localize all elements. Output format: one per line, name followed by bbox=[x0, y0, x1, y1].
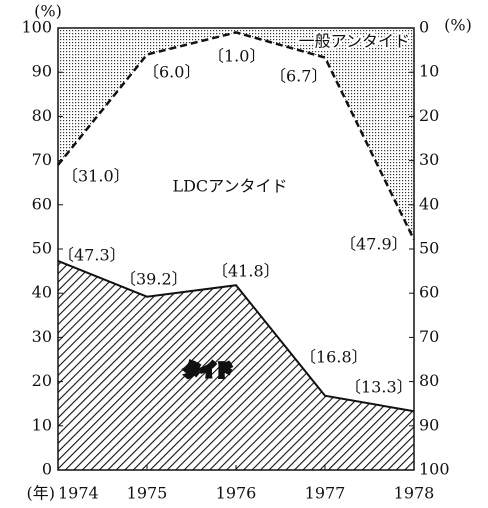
y2-tick-label: 70 bbox=[419, 327, 439, 346]
value-label: 〔6.0〕 bbox=[143, 63, 200, 82]
y2-tick-label: 40 bbox=[419, 194, 439, 213]
x-tick-label: 1977 bbox=[305, 484, 346, 503]
y-tick-label: 30 bbox=[32, 327, 52, 346]
value-label: 〔47.3〕 bbox=[58, 246, 126, 265]
x-tick-label: 1974 bbox=[58, 484, 99, 503]
value-label: 〔6.7〕 bbox=[270, 67, 327, 86]
y-tick-label: 70 bbox=[32, 150, 52, 169]
line-tied bbox=[57, 260, 415, 413]
y2-tick-label: 50 bbox=[419, 239, 439, 258]
y2-tick-label: 80 bbox=[419, 371, 439, 390]
x-unit-label: (年) bbox=[27, 484, 56, 503]
value-label: 〔1.0〕 bbox=[208, 47, 265, 66]
value-label: 〔31.0〕 bbox=[62, 167, 130, 186]
y-tick-label: 50 bbox=[32, 239, 52, 258]
y-unit-label: (%) bbox=[34, 2, 62, 21]
y-tick-label: 10 bbox=[32, 415, 52, 434]
y-tick-label: 80 bbox=[32, 106, 52, 125]
y2-tick-label: 10 bbox=[419, 62, 439, 81]
y-tick-label: 20 bbox=[32, 371, 52, 390]
y2-tick-label: 90 bbox=[419, 415, 439, 434]
y2-tick-label: 20 bbox=[419, 106, 439, 125]
value-label: 〔13.3〕 bbox=[345, 378, 413, 397]
value-label: 〔39.2〕 bbox=[120, 270, 188, 289]
y2-tick-label: 60 bbox=[419, 283, 439, 302]
area-general-untied bbox=[58, 28, 414, 240]
y-tick-label: 60 bbox=[32, 194, 52, 213]
line-general-untied bbox=[57, 31, 416, 241]
value-label: 〔41.8〕 bbox=[212, 262, 280, 281]
y2-tick-label: 0 bbox=[419, 18, 429, 37]
y-tick-label: 0 bbox=[42, 460, 52, 479]
value-label: 〔47.9〕 bbox=[340, 235, 408, 254]
region-label-ldc-untied: LDCアンタイド bbox=[172, 177, 287, 196]
y-tick-label: 90 bbox=[32, 62, 52, 81]
value-label: 〔16.8〕 bbox=[300, 348, 368, 367]
x-tick-label: 1975 bbox=[127, 484, 168, 503]
y-tick-label: 100 bbox=[21, 18, 52, 37]
y2-tick-label: 30 bbox=[419, 150, 439, 169]
x-tick-label: 1976 bbox=[216, 484, 257, 503]
region-label-tied: タイド bbox=[184, 361, 232, 380]
area-tied bbox=[58, 260, 414, 470]
y2-tick-label: 100 bbox=[419, 460, 450, 479]
x-tick-label: 1978 bbox=[394, 484, 435, 503]
y-tick-label: 40 bbox=[32, 283, 52, 302]
region-label-general-untied: 一般アンタイド bbox=[299, 32, 410, 51]
y2-unit-label: (%) bbox=[444, 16, 472, 35]
